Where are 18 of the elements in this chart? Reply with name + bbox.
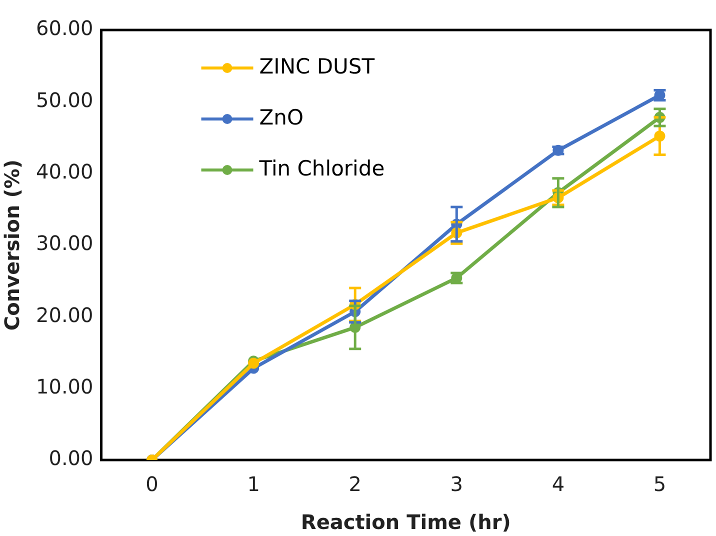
legend-label: ZnO — [259, 105, 304, 130]
y-tick-label: 0.00 — [48, 446, 94, 470]
y-axis-title: Conversion (%) — [0, 159, 24, 331]
y-tick-label: 30.00 — [36, 231, 94, 256]
y-tick-label: 20.00 — [36, 302, 94, 327]
x-tick-label: 0 — [146, 472, 158, 496]
y-tick-label: 10.00 — [36, 374, 94, 399]
x-tick-label: 3 — [450, 472, 464, 496]
legend-label: ZINC DUST — [259, 54, 375, 78]
x-axis-title: Reaction Time (hr) — [300, 510, 511, 534]
x-tick-label: 5 — [653, 472, 666, 496]
x-tick-label: 2 — [348, 472, 362, 496]
y-tick-label: 60.00 — [36, 16, 94, 40]
y-tick-label: 40.00 — [36, 160, 94, 184]
y-tick-label: 50.00 — [36, 88, 94, 112]
x-tick-label: 1 — [247, 472, 260, 496]
legend-label: Tin Chloride — [258, 156, 385, 180]
x-tick-label: 4 — [552, 472, 565, 496]
